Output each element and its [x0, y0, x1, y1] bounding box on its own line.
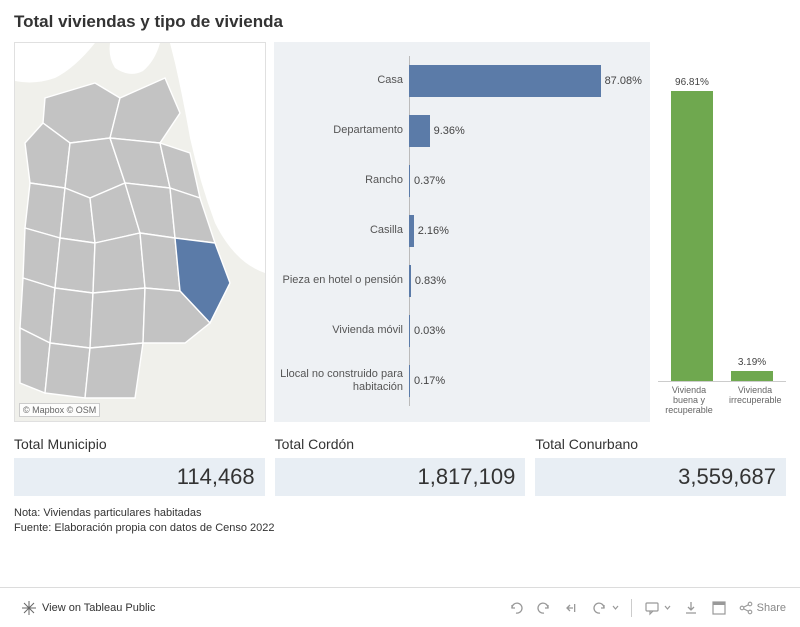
column-label: Vivienda buena y recuperable — [663, 386, 715, 408]
bar-value: 0.03% — [414, 325, 445, 337]
refresh-icon[interactable] — [592, 600, 619, 616]
note-line-1: Nota: Viviendas particulares habitadas — [14, 506, 786, 521]
column-label: Vivienda irrecuperable — [729, 386, 781, 408]
bar-value: 0.83% — [415, 275, 446, 287]
bar-value: 87.08% — [605, 75, 642, 87]
map-panel[interactable]: © Mapbox © OSM — [14, 42, 266, 422]
bar-fill — [409, 115, 430, 147]
bar-row: Departamento 9.36% — [274, 106, 640, 156]
column-bar — [671, 91, 713, 381]
column-bar — [731, 371, 773, 381]
stat-title: Total Municipio — [14, 436, 265, 452]
bar-row: Vivienda móvil 0.03% — [274, 306, 640, 356]
bar-fill — [409, 365, 410, 397]
stat-title: Total Conurbano — [535, 436, 786, 452]
bar-fill — [409, 65, 601, 97]
revert-icon[interactable] — [564, 600, 580, 616]
footer-toolbar: View on Tableau Public Share — [0, 587, 800, 627]
bar-label: Pieza en hotel o pensión — [274, 274, 409, 287]
bar-label: Rancho — [274, 174, 409, 187]
tableau-logo-icon — [22, 601, 36, 615]
bar-row: Pieza en hotel o pensión 0.83% — [274, 256, 640, 306]
bar-value: 0.37% — [414, 175, 445, 187]
stat-value: 114,468 — [14, 458, 265, 496]
column-value: 96.81% — [675, 77, 709, 88]
bar-value: 9.36% — [434, 125, 465, 137]
bar-value: 0.17% — [414, 375, 445, 387]
stat-box: Total Conurbano 3,559,687 — [535, 436, 786, 496]
redo-icon[interactable] — [536, 600, 552, 616]
map-attribution: © Mapbox © OSM — [19, 403, 100, 417]
undo-icon[interactable] — [508, 600, 524, 616]
bar-fill — [409, 165, 410, 197]
bar-fill — [409, 315, 410, 347]
bar-label: Departamento — [274, 124, 409, 137]
bar-row: Casa 87.08% — [274, 56, 640, 106]
bar-fill — [409, 265, 411, 297]
view-on-tableau-button[interactable]: View on Tableau Public — [14, 597, 163, 619]
bar-label: Casa — [274, 74, 409, 87]
stat-value: 3,559,687 — [535, 458, 786, 496]
bar-row: Casilla 2.16% — [274, 206, 640, 256]
view-on-tableau-label: View on Tableau Public — [42, 602, 155, 614]
stat-box: Total Cordón 1,817,109 — [275, 436, 526, 496]
housing-type-chart: Casa 87.08% Departamento 9.36% Rancho 0.37% Ca… — [274, 42, 650, 422]
note-line-2: Fuente: Elaboración propia con datos de … — [14, 521, 786, 536]
stat-box: Total Municipio 114,468 — [14, 436, 265, 496]
share-label: Share — [757, 602, 786, 614]
page-title: Total viviendas y tipo de vivienda — [14, 12, 786, 32]
bar-fill — [409, 215, 414, 247]
download-icon[interactable] — [683, 600, 699, 616]
housing-quality-chart: 96.81% 3.19% Vivienda buena y recuperable… — [658, 42, 786, 422]
bar-label: Casilla — [274, 224, 409, 237]
comment-icon[interactable] — [644, 600, 671, 616]
column-bar-group: 96.81% — [669, 77, 715, 381]
stat-value: 1,817,109 — [275, 458, 526, 496]
share-button[interactable]: Share — [739, 601, 786, 615]
stat-title: Total Cordón — [275, 436, 526, 452]
bar-label: Vivienda móvil — [274, 324, 409, 337]
fullscreen-icon[interactable] — [711, 600, 727, 616]
bar-label: Llocal no construido para habitación — [274, 368, 409, 394]
bar-value: 2.16% — [418, 225, 449, 237]
bar-row: Llocal no construido para habitación 0.17… — [274, 356, 640, 406]
column-bar-group: 3.19% — [729, 357, 775, 381]
column-value: 3.19% — [738, 357, 766, 368]
bar-row: Rancho 0.37% — [274, 156, 640, 206]
